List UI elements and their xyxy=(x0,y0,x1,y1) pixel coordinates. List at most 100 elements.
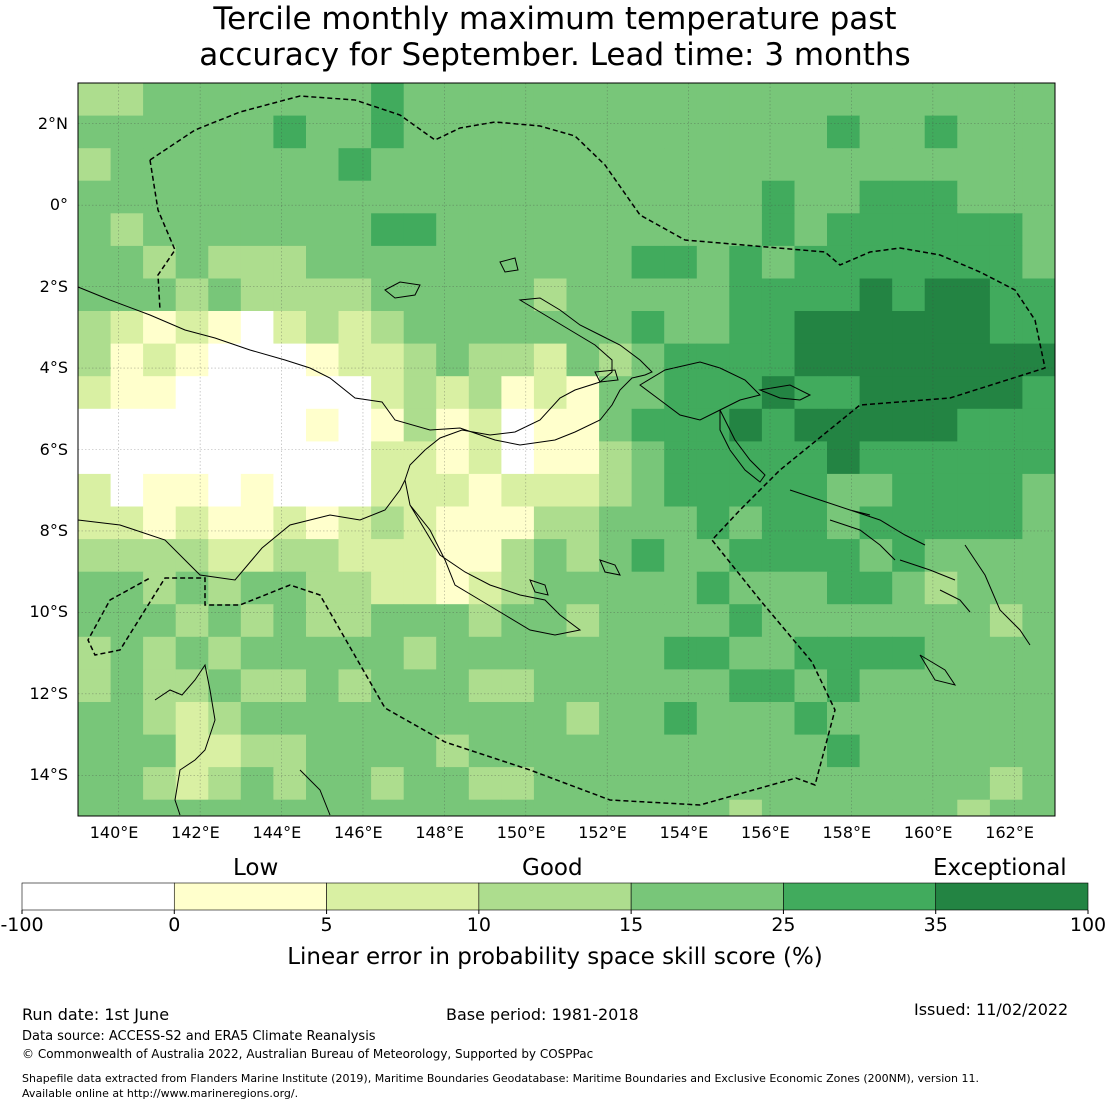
skill-cell xyxy=(110,473,144,507)
skill-cell xyxy=(403,473,437,507)
skill-cell xyxy=(892,571,926,605)
skill-cell xyxy=(892,83,926,116)
skill-cell xyxy=(631,180,665,214)
skill-cell xyxy=(696,767,730,801)
skill-cell xyxy=(110,115,144,149)
skill-cell xyxy=(566,767,600,801)
skill-cell xyxy=(1022,669,1056,703)
skill-cell xyxy=(273,767,307,801)
skill-cell xyxy=(208,441,242,475)
skill-cell xyxy=(924,506,958,540)
skill-cell xyxy=(306,278,339,312)
skill-cell xyxy=(78,376,111,410)
skill-cell xyxy=(794,799,828,817)
skill-cell xyxy=(859,115,893,149)
skill-cell xyxy=(501,441,535,475)
skill-cell xyxy=(306,180,339,214)
skill-cell xyxy=(110,506,144,540)
skill-cell xyxy=(696,180,730,214)
skill-cell xyxy=(827,245,860,279)
x-tick-label: 140°E xyxy=(89,823,139,842)
skill-cell xyxy=(989,799,1023,817)
skill-cell xyxy=(729,148,763,182)
skill-cell xyxy=(989,148,1023,182)
skill-cell xyxy=(208,669,242,703)
skill-cell xyxy=(468,278,502,312)
y-tick-label: 8°S xyxy=(39,520,68,540)
skill-cell xyxy=(371,571,405,605)
skill-cell xyxy=(371,148,405,182)
skill-cell xyxy=(631,702,665,735)
skill-cell xyxy=(664,83,698,116)
skill-cell xyxy=(729,473,763,507)
skill-cell xyxy=(371,343,405,377)
skill-cell xyxy=(859,376,893,410)
skill-cell xyxy=(761,506,795,540)
skill-cell xyxy=(827,669,860,703)
skill-cell xyxy=(143,734,177,768)
skill-cell xyxy=(306,115,339,149)
skill-cell xyxy=(403,702,437,735)
skill-cell xyxy=(371,115,405,149)
skill-cell xyxy=(1022,148,1056,182)
colorbar-label: Linear error in probability space skill … xyxy=(287,944,823,970)
skill-cell xyxy=(338,376,372,410)
skill-cell xyxy=(306,311,339,344)
skill-cell xyxy=(566,604,600,638)
skill-cell xyxy=(729,180,763,214)
skill-cell xyxy=(827,148,860,182)
skill-cell xyxy=(208,180,242,214)
skill-cell xyxy=(338,669,372,703)
skill-cell xyxy=(631,669,665,703)
skill-cell xyxy=(892,441,926,475)
skill-cell xyxy=(501,473,535,507)
skill-cell xyxy=(273,669,307,703)
skill-cell xyxy=(240,506,274,540)
skill-cell xyxy=(338,799,372,817)
skill-cell xyxy=(761,539,795,573)
skill-cell xyxy=(306,604,339,638)
skill-cell xyxy=(631,767,665,801)
skill-cell xyxy=(306,473,339,507)
skill-cell xyxy=(696,636,730,670)
run-date: Run date: 1st June xyxy=(22,1005,170,1024)
skill-cell xyxy=(729,506,763,540)
skill-cell xyxy=(501,148,535,182)
skill-cell xyxy=(794,604,828,638)
skill-cell xyxy=(468,539,502,573)
skill-cell xyxy=(892,311,926,344)
skill-cell xyxy=(664,278,698,312)
skill-cell xyxy=(1022,278,1056,312)
skill-cell xyxy=(533,636,567,670)
skill-cell xyxy=(957,473,991,507)
skill-cell xyxy=(273,180,307,214)
skill-cell xyxy=(110,83,144,116)
skill-cell xyxy=(989,604,1023,638)
skill-cell xyxy=(664,636,698,670)
skill-cell xyxy=(240,799,274,817)
skill-cell xyxy=(664,539,698,573)
skill-cell xyxy=(208,83,242,116)
skill-cell xyxy=(78,180,111,214)
skill-cell xyxy=(533,148,567,182)
skill-cell xyxy=(924,213,958,247)
skill-cell xyxy=(240,473,274,507)
skill-cell xyxy=(240,604,274,638)
skill-cell xyxy=(533,180,567,214)
skill-cell xyxy=(501,343,535,377)
skill-cell xyxy=(566,180,600,214)
skill-cell xyxy=(78,245,111,279)
skill-cell xyxy=(664,506,698,540)
skill-cell xyxy=(338,278,372,312)
skill-cell xyxy=(468,473,502,507)
bougainville xyxy=(719,409,766,483)
skill-cell xyxy=(110,604,144,638)
skill-cell xyxy=(468,767,502,801)
skill-cell xyxy=(501,278,535,312)
skill-cell xyxy=(631,245,665,279)
skill-cell xyxy=(989,636,1023,670)
skill-cell xyxy=(696,473,730,507)
y-tick-label: 4°S xyxy=(39,358,68,378)
skill-cell xyxy=(924,702,958,735)
eez-png-north xyxy=(87,95,1046,806)
